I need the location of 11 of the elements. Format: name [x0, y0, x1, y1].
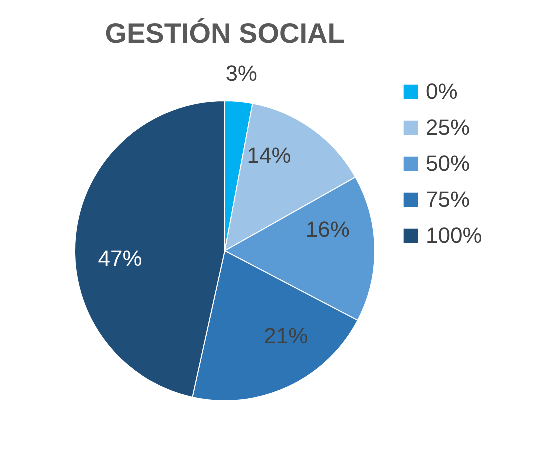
data-label: 14% [247, 142, 292, 168]
legend-label: 0% [426, 79, 458, 104]
legend-label: 100% [426, 223, 482, 248]
chart-title: GESTIÓN SOCIAL [105, 18, 345, 49]
data-label: 3% [226, 60, 258, 86]
data-label: 16% [306, 216, 350, 242]
legend-label: 50% [426, 151, 470, 176]
legend-label: 75% [426, 187, 470, 212]
data-label: 21% [264, 323, 308, 348]
data-label: 47% [98, 246, 142, 272]
legend-label: 25% [426, 115, 470, 140]
